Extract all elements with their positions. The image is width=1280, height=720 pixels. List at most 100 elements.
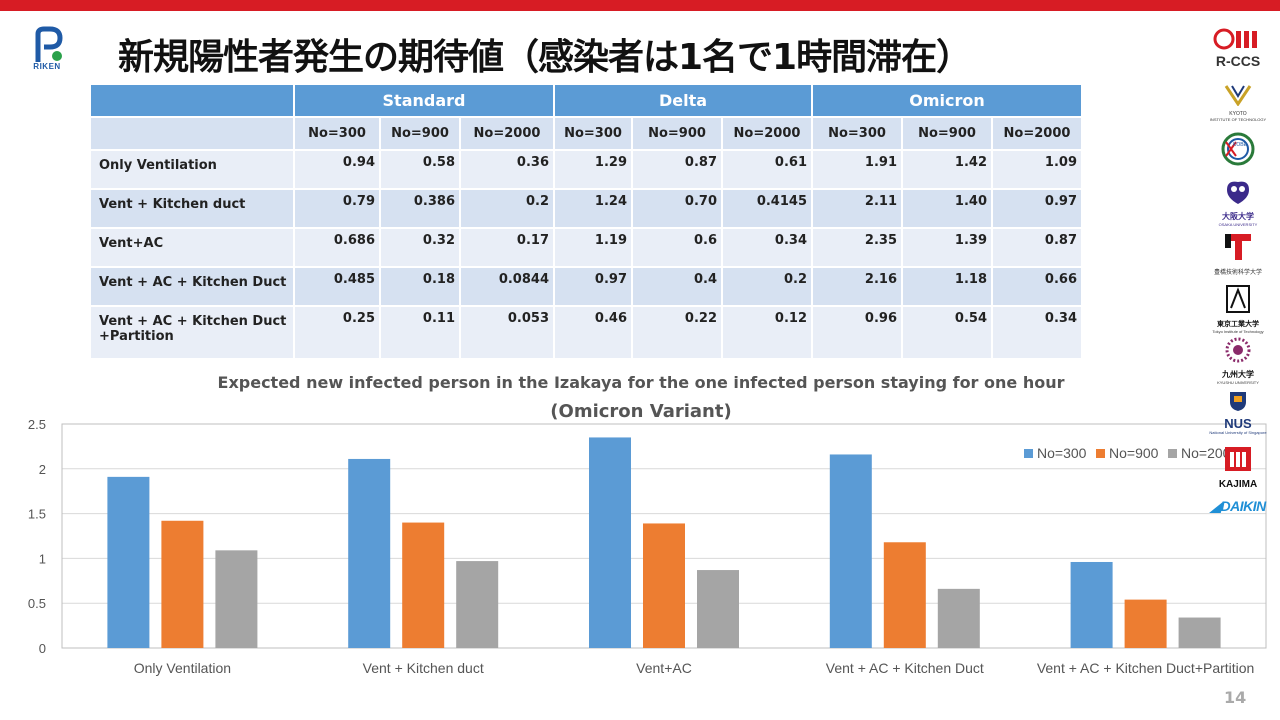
osaka-mark-icon xyxy=(1227,181,1249,204)
bar xyxy=(643,523,685,648)
table-cell: 0.94 xyxy=(294,150,381,190)
legend-swatch xyxy=(1024,449,1033,458)
table-header-counts: No=300 No=900 No=2000 No=300 No=900 No=2… xyxy=(91,117,1083,151)
x-tick-label: Vent + Kitchen duct xyxy=(363,660,484,676)
kyushu-mark-icon xyxy=(1225,337,1251,363)
x-tick-label: Vent + AC + Kitchen Duct xyxy=(826,660,984,676)
toyohashi-text: 豊橋技術科学大学 xyxy=(1213,270,1262,276)
kyoto-tech-text: KYOTO xyxy=(1229,111,1247,117)
table-corner-cell xyxy=(91,85,295,118)
table-cell: 0.96 xyxy=(812,306,903,360)
table-cell: 1.09 xyxy=(992,150,1083,190)
kyushu-univ-text: 九州大学 xyxy=(1222,370,1254,379)
kyoto-tech-logo: KYOTO INSTITUTE OF TECHNOLOGY xyxy=(1196,84,1280,122)
rccs-logo-text: R-CCS xyxy=(1215,53,1261,69)
bar xyxy=(215,550,258,648)
daikin-logo: ◢DAIKIN xyxy=(1196,498,1280,515)
table-cell: 0.12 xyxy=(722,306,813,360)
row-label: Vent + AC + Kitchen Duct xyxy=(91,267,295,307)
subheader-cell: No=2000 xyxy=(722,117,813,151)
tokyo-tech-mark-icon xyxy=(1226,285,1250,313)
osaka-univ-text: 大阪大学 xyxy=(1222,212,1254,221)
table-cell: 0.34 xyxy=(722,228,813,268)
bar xyxy=(937,588,980,648)
kyoto-tech-subtext: INSTITUTE OF TECHNOLOGY xyxy=(1209,117,1267,122)
table-cell: 0.686 xyxy=(294,228,381,268)
tokyo-tech-logo: 東京工業大学 Tokyo Institute of Technology xyxy=(1196,284,1280,334)
subheader-cell: No=300 xyxy=(554,117,633,151)
results-table: Standard Delta Omicron No=300 No=900 No=… xyxy=(91,85,1083,360)
table-cell: 0.97 xyxy=(992,189,1083,229)
y-tick-label: 2 xyxy=(39,462,46,477)
table-cell: 1.18 xyxy=(902,267,993,307)
table-row: Only Ventilation 0.94 0.58 0.36 1.29 0.8… xyxy=(91,150,1083,190)
chart-title: Expected new infected person in the Izak… xyxy=(217,373,1065,392)
legend-label: No=900 xyxy=(1109,445,1159,461)
x-tick-label: Vent+AC xyxy=(636,660,692,676)
rccs-logo: R-CCS xyxy=(1196,28,1280,69)
y-tick-label: 1 xyxy=(39,551,46,566)
table-cell: 0.22 xyxy=(632,306,723,360)
y-tick-label: 2.5 xyxy=(28,417,46,432)
table-cell: 0.32 xyxy=(380,228,461,268)
table-cell: 0.87 xyxy=(992,228,1083,268)
bar-chart: 0 0.5 1 1.5 2 2.5 Only Ventilation Vent + Kitch… xyxy=(28,417,1267,676)
table-cell: 2.11 xyxy=(812,189,903,229)
table-cell: 0.54 xyxy=(902,306,993,360)
table-header-variants: Standard Delta Omicron xyxy=(91,85,1083,118)
table-cell: 1.39 xyxy=(902,228,993,268)
row-label: Vent + Kitchen duct xyxy=(91,189,295,229)
bar xyxy=(1124,599,1167,648)
table-cell: 0.25 xyxy=(294,306,381,360)
kobe-mark-icon: KOBE xyxy=(1221,132,1255,166)
table-cell: 0.66 xyxy=(992,267,1083,307)
top-accent-bar xyxy=(0,0,1280,11)
toyohashi-mark-icon xyxy=(1225,234,1251,260)
legend-label: No=2000 xyxy=(1181,445,1238,461)
table-cell: 0.18 xyxy=(380,267,461,307)
table-cell: 0.6 xyxy=(632,228,723,268)
row-label: Vent + AC + Kitchen Duct +Partition xyxy=(91,306,295,360)
tokyo-tech-subtext: Tokyo Institute of Technology xyxy=(1212,329,1264,334)
table-cell: 0.2 xyxy=(722,267,813,307)
riken-logo xyxy=(30,26,70,72)
bar xyxy=(161,520,204,648)
table-cell: 0.4145 xyxy=(722,189,813,229)
bar xyxy=(107,476,150,648)
subheader-cell: No=900 xyxy=(902,117,993,151)
osaka-univ-logo: 大阪大学 OSAKA UNIVERSITY xyxy=(1196,178,1280,227)
table-cell: 1.19 xyxy=(554,228,633,268)
table-cell: 2.35 xyxy=(812,228,903,268)
variant-header-delta: Delta xyxy=(554,85,813,118)
x-tick-label: Only Ventilation xyxy=(134,660,231,676)
table-cell: 0.4 xyxy=(632,267,723,307)
bar xyxy=(1178,617,1221,648)
bar xyxy=(456,561,499,648)
chart-subtitle: (Omicron Variant) xyxy=(550,401,732,422)
page-number: 14 xyxy=(1224,688,1247,707)
y-tick-label: 0 xyxy=(39,641,46,656)
row-label-line1: Vent + AC + Kitchen Duct xyxy=(99,314,287,329)
legend-label: No=300 xyxy=(1037,445,1087,461)
bar xyxy=(402,522,445,648)
kyoto-tech-mark-icon xyxy=(1224,85,1252,107)
row-label: Vent+AC xyxy=(91,228,295,268)
table-row: Vent + Kitchen duct 0.79 0.386 0.2 1.24 … xyxy=(91,189,1083,229)
table-row: Vent + AC + Kitchen Duct 0.485 0.18 0.08… xyxy=(91,267,1083,307)
kobe-logo-text: KOBE xyxy=(1233,142,1248,148)
y-tick-label: 1.5 xyxy=(28,507,46,522)
tokyo-tech-text: 東京工業大学 xyxy=(1217,321,1259,328)
table-cell: 0.0844 xyxy=(460,267,555,307)
kajima-mark-icon xyxy=(1225,447,1251,471)
daikin-text: ◢DAIKIN xyxy=(1196,498,1280,515)
kobe-logo: KOBE xyxy=(1196,132,1280,171)
daikin-label: DAIKIN xyxy=(1220,498,1267,514)
table-cell: 1.40 xyxy=(902,189,993,229)
table-cell: 0.79 xyxy=(294,189,381,229)
table-subheader-empty xyxy=(91,117,295,151)
x-tick-label: Vent + AC + Kitchen Duct+Partition xyxy=(1037,660,1255,676)
subheader-cell: No=300 xyxy=(294,117,381,151)
row-label-line2: +Partition xyxy=(99,329,174,344)
variant-header-standard: Standard xyxy=(294,85,555,118)
table-cell: 0.386 xyxy=(380,189,461,229)
